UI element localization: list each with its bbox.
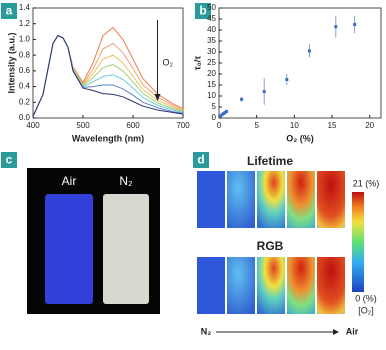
y-tick-label: 40 — [207, 25, 216, 34]
lifetime-maps — [197, 171, 345, 228]
tube-n2 — [103, 194, 149, 304]
panel-d: d Lifetime RGB 21 (%) 0 (%) [O₂] N₂ Air — [193, 152, 379, 336]
x-tick-label: 0 — [217, 121, 222, 130]
tube-label: Air — [62, 174, 77, 188]
map-title: RGB — [257, 239, 284, 253]
y-axis-label: Intensity (a.u.) — [6, 32, 16, 93]
point — [219, 114, 223, 118]
y-tick-label: 30 — [207, 47, 216, 56]
panel-label-box — [1, 3, 17, 19]
y-tick-label: 0.4 — [19, 82, 31, 91]
annotation-arrow-head — [154, 94, 161, 101]
panel-label: b — [199, 4, 206, 18]
y-tick-label: 1.4 — [19, 3, 31, 12]
point — [307, 49, 311, 53]
panel-c: c Air N₂ — [1, 152, 160, 314]
map — [227, 171, 255, 228]
map — [197, 257, 225, 314]
y-tick-label: 1.0 — [19, 35, 31, 44]
panel-b: b 0 5 10 15 20 0 5 10 15 20 25 30 35 40 45 50 O₂ (%) τ₀/τ — [192, 3, 382, 143]
panel-label: d — [197, 153, 204, 167]
colorbar — [352, 192, 364, 292]
y-tick-label: 50 — [207, 3, 216, 12]
map — [227, 257, 255, 314]
y-tick-label: 0.2 — [19, 97, 31, 106]
y-tick-label: 0.0 — [19, 113, 31, 122]
panel-label: c — [6, 153, 13, 167]
map — [257, 171, 285, 228]
y-tick-label: 0 — [212, 113, 217, 122]
x-axis-label: Wavelength (nm) — [72, 133, 144, 143]
map-title: Lifetime — [247, 154, 293, 168]
y-tick-label: 20 — [207, 69, 216, 78]
y-tick-label: 5 — [212, 102, 217, 111]
y-tick-label: 45 — [207, 14, 216, 23]
colorbar-max: 21 (%) — [353, 178, 380, 188]
x-tick-label: 400 — [26, 121, 40, 130]
point — [353, 23, 357, 26]
y-tick-label: 35 — [207, 36, 216, 45]
y-tick-label: 15 — [207, 80, 216, 89]
y-axis-label: τ₀/τ — [192, 56, 202, 71]
x-tick-label: 20 — [365, 121, 374, 130]
point — [240, 97, 244, 101]
spectrum-line — [32, 34, 184, 117]
panel-label: a — [6, 4, 13, 18]
plot-frame — [32, 7, 184, 119]
point — [223, 111, 227, 114]
y-tick-label: 25 — [207, 58, 216, 67]
x-tick-label: 700 — [176, 121, 190, 130]
point — [285, 78, 289, 81]
map — [257, 257, 285, 314]
y-tick-label: 0.6 — [19, 66, 31, 75]
map — [317, 171, 345, 228]
map — [317, 257, 345, 314]
map — [287, 257, 315, 314]
colorbar-title: [O₂] — [358, 305, 374, 315]
panel-label-box — [195, 3, 211, 19]
point — [225, 109, 229, 113]
annotation: O₂ — [163, 57, 174, 67]
panel-label-box — [1, 152, 17, 168]
y-tick-label: 0.8 — [19, 50, 31, 59]
panel-label-box — [193, 152, 209, 168]
map — [197, 171, 225, 228]
spectrum-line — [32, 26, 184, 117]
x-tick-label: 15 — [328, 121, 337, 130]
y-tick-label: 10 — [207, 91, 216, 100]
y-tick-label: 1.2 — [19, 19, 31, 28]
point — [262, 90, 266, 94]
tube-label: N₂ — [119, 174, 133, 188]
arrow-head — [333, 329, 339, 335]
x-axis-label: O₂ (%) — [286, 133, 314, 143]
map — [287, 171, 315, 228]
rgb-maps — [197, 257, 345, 314]
x-tick-label: 5 — [254, 121, 259, 130]
panel-a: a 400 500 600 700 0.0 0.2 0.4 0.6 0.8 1.0 1.2 1.4 Wa… — [1, 3, 190, 143]
plot-frame — [218, 7, 382, 119]
axis-end: Air — [346, 326, 359, 336]
point — [220, 113, 224, 117]
axis-start: N₂ — [201, 326, 212, 336]
tube-air — [45, 194, 93, 304]
point — [334, 25, 338, 29]
x-tick-label: 500 — [76, 121, 90, 130]
colorbar-min: 0 (%) — [355, 293, 377, 303]
x-tick-label: 10 — [290, 121, 299, 130]
point — [222, 112, 226, 116]
x-tick-label: 600 — [126, 121, 140, 130]
